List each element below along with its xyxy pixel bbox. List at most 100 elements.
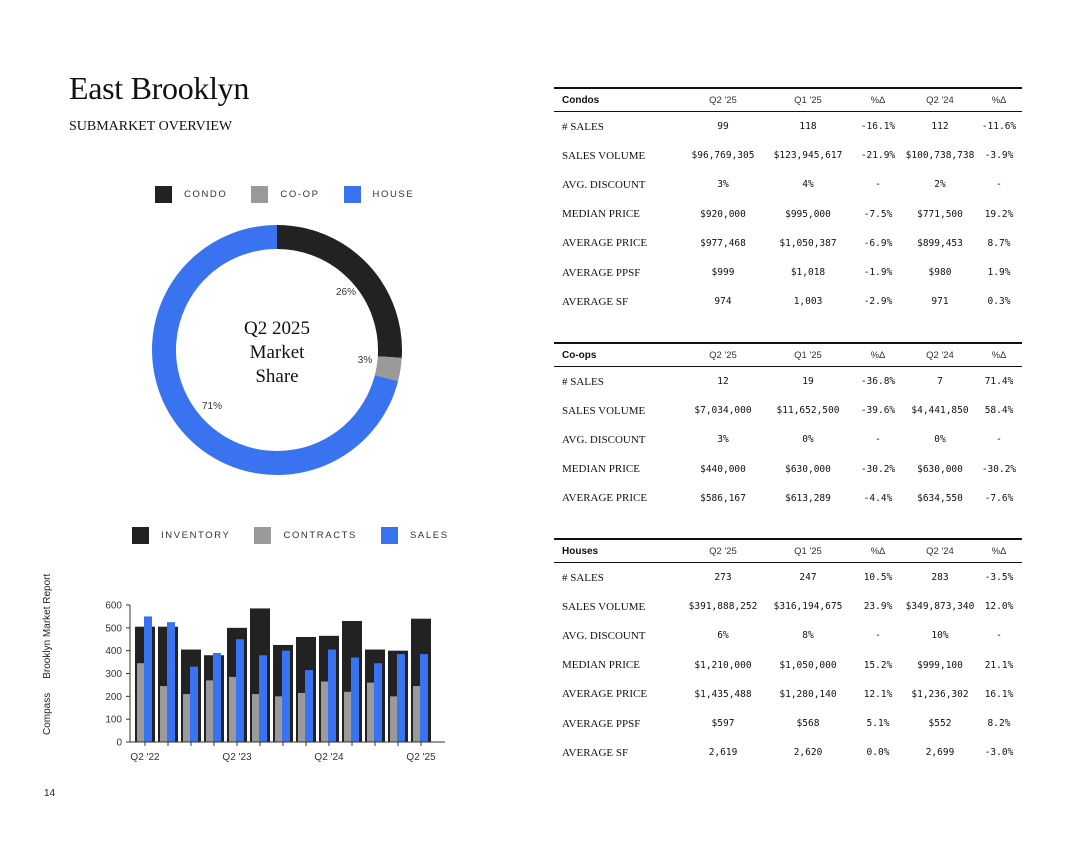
inventory-contracts-sales-bar-chart: 0 100 200 300 400 500 600 Q2 '22 Q2 '23 Q2 '24 Q2 …: [105, 601, 445, 763]
row-label: AVERAGE SF: [562, 295, 629, 308]
row-label: AVERAGE PPSF: [562, 717, 641, 730]
row-label: SALES VOLUME: [562, 149, 646, 162]
column-header: Q2 '24: [926, 94, 954, 106]
table-row: SALES VOLUME $391,888,252 $316,194,675 23.9…: [554, 592, 1022, 621]
x-tick-label: Q2 '25: [406, 752, 436, 763]
table-cell: 1.9%: [987, 267, 1011, 279]
table-cell: $96,769,305: [691, 150, 755, 162]
column-header: Q2 '24: [926, 545, 954, 557]
table-row: AVERAGE PRICE $586,167 $613,289 -4.4% $634,5…: [554, 484, 1022, 513]
table-cell: $977,468: [700, 237, 746, 249]
market-share-donut-chart: 26% 3% 71% Q2 2025 Market Share: [152, 225, 402, 475]
row-label: MEDIAN PRICE: [562, 463, 640, 476]
column-header: %Δ: [991, 545, 1007, 557]
table-cell: -3.5%: [984, 572, 1014, 584]
x-tick-label: Q2 '22: [130, 752, 160, 763]
bar-legend-item-inventory: INVENTORY: [132, 527, 230, 544]
legend-swatch: [343, 186, 361, 203]
legend-label: CO-OP: [280, 189, 320, 200]
table-houses: Houses Q2 '25 Q1 '25 %Δ Q2 '24 %Δ # SALES 273 24…: [554, 538, 1022, 767]
column-header: Q1 '25: [794, 349, 822, 361]
table-cell: -1.9%: [863, 267, 893, 279]
bar-sales: [305, 670, 313, 742]
table-row: AVERAGE PPSF $999 $1,018 -1.9% $980 1.9%: [554, 258, 1022, 287]
bar-sales: [167, 622, 175, 742]
table-cell: 8.2%: [987, 718, 1011, 730]
donut-center-text: Share: [255, 366, 298, 387]
table-cell: $613,289: [785, 492, 831, 504]
row-label: AVG. DISCOUNT: [562, 178, 646, 191]
y-tick-label: 400: [105, 646, 122, 657]
column-header: %Δ: [870, 94, 886, 106]
table-cell: 8%: [802, 630, 814, 642]
table-cell: 112: [931, 121, 949, 133]
table-cell: 4%: [802, 179, 814, 191]
bar-contracts: [160, 686, 168, 742]
table-cell: 6%: [717, 630, 729, 642]
table-cell: -30.2%: [860, 463, 896, 475]
table-cell: $597: [711, 718, 735, 730]
table-cell: $1,280,140: [779, 688, 837, 700]
donut-slice-house: [152, 225, 399, 475]
bar-sales: [259, 655, 267, 742]
report-label: Brooklyn Market Report: [42, 573, 53, 679]
table-row: MEDIAN PRICE $920,000 $995,000 -7.5% $771,50…: [554, 200, 1022, 229]
table-cell: -3.0%: [984, 747, 1014, 759]
table-cell: 3%: [717, 179, 729, 191]
table-row: # SALES 273 247 10.5% 283 -3.5%: [554, 563, 1022, 592]
table-cell: -3.9%: [984, 150, 1014, 162]
table-title: Houses: [562, 545, 599, 557]
table-cell: 19.2%: [984, 208, 1014, 220]
bar-sales: [144, 616, 152, 742]
table-row: AVERAGE PRICE $1,435,488 $1,280,140 12.1% $1…: [554, 680, 1022, 709]
table-row: AVG. DISCOUNT 3% 4% - 2% -: [554, 170, 1022, 199]
legend-swatch: [155, 186, 172, 203]
table-cell: -: [875, 434, 881, 446]
table-cell: -: [875, 630, 881, 642]
bar-contracts: [321, 681, 329, 742]
y-tick-label: 0: [116, 738, 122, 749]
table-cell: $630,000: [917, 463, 963, 475]
column-header: Q2 '25: [709, 349, 737, 361]
legend-label: HOUSE: [372, 189, 415, 200]
table-cell: 2,620: [793, 747, 823, 759]
x-tick-label: Q2 '23: [222, 752, 252, 763]
row-label: AVERAGE PRICE: [562, 492, 648, 505]
bar-chart-legend: INVENTORY CONTRACTS SALES: [132, 527, 473, 544]
table-cell: -6.9%: [863, 237, 893, 249]
table-cell: 99: [717, 121, 729, 133]
column-header: Q1 '25: [794, 94, 822, 106]
page-subtitle: SUBMARKET OVERVIEW: [69, 119, 233, 134]
table-cell: $980: [928, 267, 952, 279]
table-cell: 3%: [717, 434, 729, 446]
table-header: Condos Q2 '25 Q1 '25 %Δ Q2 '24 %Δ: [554, 87, 1022, 112]
page-title: East Brooklyn: [69, 70, 250, 106]
column-header: %Δ: [870, 545, 886, 557]
bar-contracts: [367, 682, 375, 742]
table-header: Co-ops Q2 '25 Q1 '25 %Δ Q2 '24 %Δ: [554, 342, 1022, 367]
row-label: MEDIAN PRICE: [562, 208, 640, 221]
row-label: AVG. DISCOUNT: [562, 433, 646, 446]
table-cell: 0%: [934, 434, 946, 446]
table-cell: 2,619: [708, 747, 738, 759]
table-row: # SALES 12 19 -36.8% 7 71.4%: [554, 367, 1022, 396]
donut-legend-item-house: HOUSE: [343, 186, 415, 203]
page-number: 14: [44, 788, 56, 799]
bar-sales: [190, 666, 198, 742]
table-title: Condos: [562, 94, 600, 106]
row-label: SALES VOLUME: [562, 404, 646, 417]
table-row: # SALES 99 118 -16.1% 112 -11.6%: [554, 112, 1022, 141]
y-tick-label: 500: [105, 623, 122, 634]
table-cell: -30.2%: [981, 463, 1017, 475]
table-coops: Co-ops Q2 '25 Q1 '25 %Δ Q2 '24 %Δ # SALES 12 19 -…: [554, 342, 1022, 513]
bar-contracts: [229, 676, 237, 742]
table-row: AVG. DISCOUNT 3% 0% - 0% -: [554, 425, 1022, 454]
table-cell: $899,453: [917, 237, 963, 249]
table-cell: $123,945,617: [773, 150, 843, 162]
table-cell: $999,100: [917, 659, 963, 671]
table-cell: -4.4%: [863, 492, 893, 504]
table-cell: 19: [802, 376, 814, 388]
table-cell: 2%: [934, 179, 946, 191]
bar-contracts: [137, 663, 145, 742]
donut-slice-condo: [276, 225, 402, 358]
